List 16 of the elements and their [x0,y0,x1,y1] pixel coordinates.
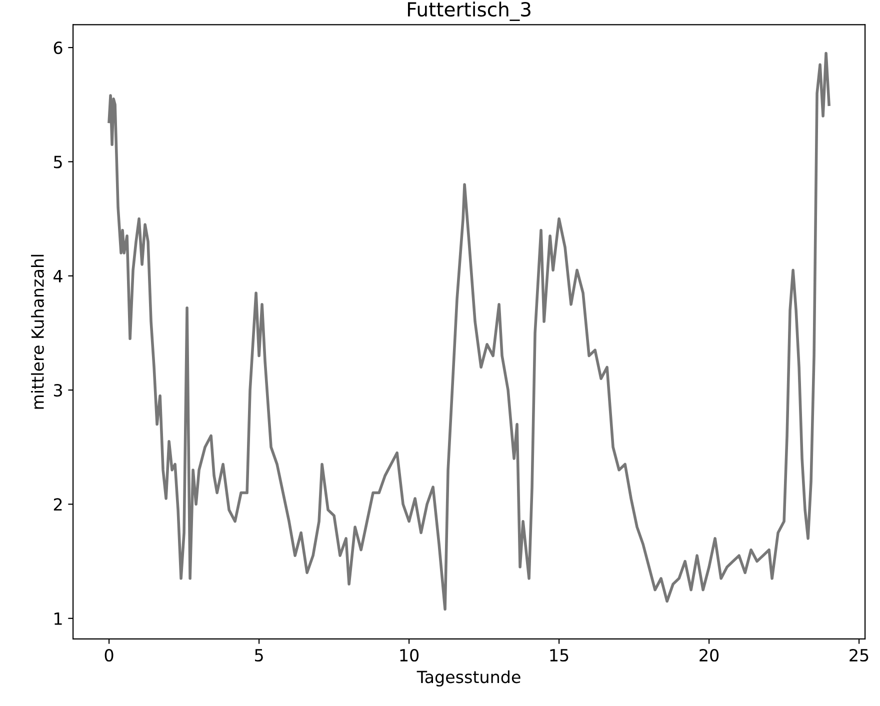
y-axis-title: mittlere Kuhanzahl [31,254,44,409]
x-axis-title: Tagesstunde [416,670,520,686]
y-tick-label: 5 [54,156,62,168]
y-tick-label: 2 [54,498,62,511]
y-tick-label: 1 [54,612,62,625]
x-tick-label: 5 [255,649,263,662]
chart-title: Futtertisch_3 [408,2,530,21]
x-tick-label: 0 [104,648,114,662]
y-tick-label: 3 [54,384,62,397]
x-tick-label: 15 [550,649,568,662]
y-tick-label: 6 [54,42,62,54]
x-tick-label: 10 [400,648,419,662]
x-tick-label: 25 [850,648,868,662]
y-tick-label: 4 [54,270,62,282]
x-tick-label: 20 [700,648,719,662]
line-series [108,52,830,611]
